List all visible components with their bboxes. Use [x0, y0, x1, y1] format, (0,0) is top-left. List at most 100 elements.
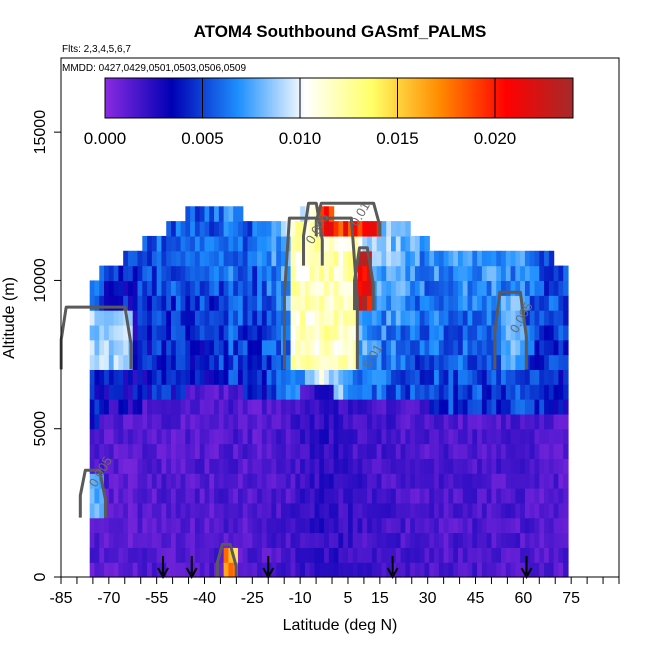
- heatmap-cell: [137, 295, 143, 311]
- heatmap-cell: [300, 562, 306, 578]
- heatmap-cell: [501, 280, 507, 296]
- heatmap-cell: [104, 428, 110, 445]
- heatmap-cell: [266, 265, 273, 282]
- heatmap-cell: [505, 280, 512, 296]
- heatmap-cell: [534, 443, 540, 459]
- heatmap-cell: [424, 517, 430, 534]
- heatmap-cell: [132, 473, 139, 489]
- heatmap-cell: [467, 473, 473, 489]
- heatmap-cell: [424, 428, 430, 445]
- heatmap-cell: [309, 443, 316, 459]
- heatmap-cell: [266, 532, 273, 548]
- heatmap-cell: [505, 502, 512, 519]
- heatmap-cell: [276, 562, 282, 578]
- heatmap-cell: [376, 488, 383, 504]
- heatmap-cell: [414, 428, 421, 445]
- heatmap-cell: [99, 517, 105, 534]
- heatmap-cell: [534, 473, 540, 489]
- heatmap-cell: [295, 265, 301, 282]
- heatmap-cell: [247, 562, 253, 578]
- heatmap-cell: [204, 280, 210, 296]
- heatmap-cell: [386, 235, 392, 252]
- heatmap-cell: [357, 532, 363, 548]
- heatmap-cell: [285, 562, 292, 578]
- heatmap-cell: [357, 235, 363, 252]
- heatmap-cell: [257, 295, 263, 311]
- heatmap-cell: [281, 428, 287, 445]
- heatmap-cell: [190, 339, 196, 356]
- heatmap-cell: [285, 324, 292, 341]
- heatmap-cell: [257, 502, 263, 519]
- heatmap-cell: [233, 502, 239, 519]
- heatmap-cell: [166, 473, 172, 489]
- heatmap-cell: [276, 384, 282, 400]
- heatmap-cell: [515, 443, 521, 459]
- heatmap-cell: [371, 458, 378, 474]
- heatmap-cell: [285, 265, 292, 282]
- heatmap-cell: [529, 458, 536, 474]
- heatmap-cell: [271, 502, 277, 519]
- heatmap-cell: [357, 443, 363, 459]
- heatmap-cell: [520, 413, 526, 430]
- heatmap-cell: [405, 502, 411, 519]
- heatmap-cell: [223, 399, 229, 415]
- heatmap-cell: [118, 280, 124, 296]
- heatmap-cell: [410, 532, 416, 548]
- heatmap-cell: [324, 310, 330, 326]
- heatmap-cell: [209, 250, 215, 267]
- heatmap-cell: [257, 428, 263, 445]
- heatmap-cell: [467, 413, 473, 430]
- heatmap-cell: [544, 369, 550, 385]
- heatmap-cell: [448, 384, 454, 400]
- heatmap-cell: [118, 369, 124, 385]
- heatmap-cell: [309, 428, 316, 445]
- heatmap-cell: [434, 502, 440, 519]
- heatmap-cell: [381, 428, 387, 445]
- heatmap-cell: [161, 562, 167, 578]
- heatmap-cell: [371, 235, 378, 252]
- heatmap-cell: [457, 488, 464, 504]
- heatmap-cell: [429, 310, 435, 326]
- heatmap-cell: [113, 339, 119, 356]
- heatmap-cell: [539, 310, 545, 326]
- heatmap-cell: [477, 488, 483, 504]
- heatmap-cell: [218, 562, 225, 578]
- heatmap-cell: [156, 384, 163, 400]
- heatmap-cell: [563, 295, 569, 311]
- x-axis-tick-label: 30: [419, 590, 437, 607]
- heatmap-cell: [400, 250, 406, 267]
- heatmap-cell: [333, 517, 340, 534]
- heatmap-cell: [314, 354, 320, 370]
- heatmap-cell: [223, 443, 229, 459]
- heatmap-cell: [505, 295, 512, 311]
- heatmap-cell: [166, 235, 172, 252]
- heatmap-cell: [214, 369, 220, 385]
- heatmap-cell: [347, 310, 354, 326]
- heatmap-cell: [501, 488, 507, 504]
- heatmap-cell: [113, 562, 119, 578]
- heatmap-cell: [242, 250, 249, 267]
- heatmap-cell: [376, 473, 383, 489]
- heatmap-cell: [199, 339, 206, 356]
- heatmap-cell: [237, 458, 244, 474]
- heatmap-cell: [156, 339, 163, 356]
- heatmap-cell: [400, 324, 406, 341]
- heatmap-cell: [395, 517, 402, 534]
- heatmap-cell: [429, 502, 435, 519]
- heatmap-cell: [132, 428, 139, 445]
- heatmap-cell: [199, 280, 206, 296]
- heatmap-cell: [391, 562, 397, 578]
- heatmap-cell: [247, 473, 253, 489]
- heatmap-cell: [166, 547, 172, 563]
- heatmap-cell: [395, 354, 402, 370]
- heatmap-cell: [104, 310, 110, 326]
- heatmap-cell: [367, 488, 373, 504]
- heatmap-cell: [472, 443, 478, 459]
- heatmap-cell: [338, 250, 344, 267]
- heatmap-cell: [142, 324, 148, 341]
- heatmap-cell: [161, 443, 167, 459]
- heatmap-cell: [429, 458, 435, 474]
- heatmap-cell: [281, 235, 287, 252]
- heatmap-cell: [362, 295, 368, 311]
- heatmap-cell: [185, 369, 191, 385]
